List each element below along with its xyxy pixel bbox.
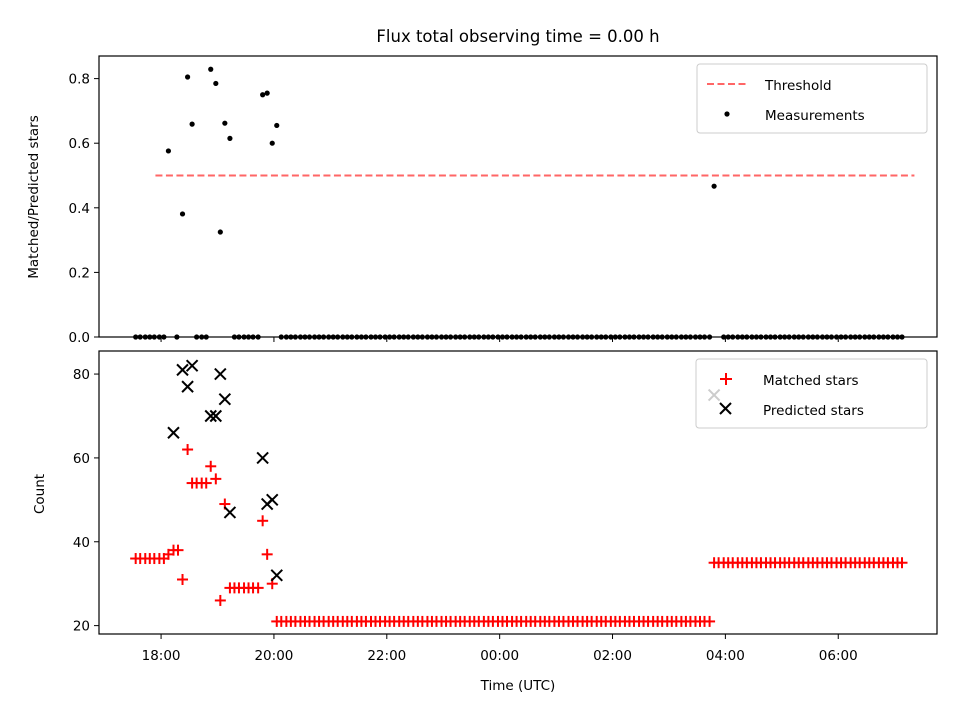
bottom-x-tick-label: 02:00: [593, 648, 632, 664]
predicted-star-point: [214, 367, 227, 381]
predicted-star-point: [218, 393, 232, 406]
bottom-plot-frame: [98, 350, 938, 635]
predicted-star-point: [256, 451, 269, 465]
matched-star-point: [182, 444, 194, 456]
matched-star-point: [252, 582, 264, 594]
top-legend-box: [696, 63, 928, 134]
matched-star-point: [210, 473, 222, 485]
bottom-legend[interactable]: Matched stars Predicted stars: [695, 358, 928, 429]
matched-star-point: [172, 544, 184, 556]
predicted-star-point: [204, 409, 217, 423]
predicted-star-point: [270, 569, 283, 582]
bottom-y-tick-label: 60: [73, 451, 90, 467]
measurement-point: [222, 120, 228, 126]
measurement-point: [260, 92, 266, 98]
predicted-star-point: [223, 506, 237, 519]
top-y-axis-label: Matched/Predicted stars: [26, 115, 42, 278]
matched-star-point: [261, 548, 273, 560]
measurement-point: [213, 80, 219, 87]
measurement-point: [217, 229, 223, 235]
top-y-tick-label: 0.4: [69, 201, 90, 217]
flux-ratio-panel: 0.00.20.40.60.8 Matched/Predicted stars …: [26, 55, 938, 346]
chart-title: Flux total observing time = 0.00 h: [376, 27, 659, 46]
predicted-stars-legend-swatch: [719, 402, 732, 415]
bottom-x-tick-label: 22:00: [367, 648, 406, 664]
measurement-point: [184, 74, 191, 80]
top-axes-layer: 0.0 0.2 0.4 0.6 0.8: [69, 55, 938, 346]
top-y-tick-label: 0.2: [69, 265, 90, 281]
matched-stars-legend-label: Matched stars: [763, 373, 859, 389]
measurement-point: [264, 90, 270, 96]
matched-star-point: [177, 573, 189, 585]
matched-star-point: [257, 515, 269, 527]
predicted-star-point: [167, 426, 180, 439]
top-y-tick-label: 0.8: [69, 72, 90, 88]
measurement-point: [208, 66, 214, 72]
bottom-x-tick-label: 20:00: [254, 648, 293, 664]
matched-star-point: [214, 594, 226, 606]
measurement-point: [165, 148, 172, 154]
bottom-y-axis-label: Count: [32, 474, 48, 514]
bottom-y-tick-label: 40: [73, 535, 90, 551]
bottom-y-tick-label: 80: [73, 367, 90, 383]
top-y-tick-label: 0.0: [69, 330, 90, 346]
top-legend[interactable]: Threshold Measurements: [696, 63, 928, 134]
predicted-star-point: [185, 359, 199, 372]
measurement-point: [269, 140, 275, 146]
matched-star-point: [704, 615, 716, 627]
bottom-legend-box: [695, 358, 928, 429]
bottom-axes-layer: 20 40 60 80 18:00 20:00 22:00 00:00 02:00 04:00 06…: [73, 350, 938, 664]
measurement-point: [189, 121, 195, 127]
measurements-legend-swatch: [724, 111, 730, 117]
measurement-point: [711, 183, 717, 189]
threshold-legend-label: Threshold: [764, 78, 832, 94]
predicted-star-point: [181, 380, 194, 393]
bottom-x-tick-label: 04:00: [706, 648, 745, 664]
bottom-x-tick-label: 00:00: [480, 648, 519, 664]
top-plot-frame: [98, 55, 938, 338]
bottom-y-tick-label: 20: [73, 619, 90, 635]
measurements-legend-label: Measurements: [765, 108, 865, 124]
star-count-panel: 20 40 60 80 18:00 20:00 22:00 00:00 02:00 04:00 06…: [32, 350, 938, 694]
predicted-star-point: [209, 409, 223, 423]
measurement-point: [227, 135, 233, 141]
matched-stars-legend-swatch: [720, 373, 732, 385]
measurement-point: [179, 211, 186, 217]
matched-star-point: [200, 477, 212, 489]
top-y-tick-label: 0.6: [69, 136, 90, 152]
matched-star-point: [896, 557, 908, 569]
x-axis-label: Time (UTC): [480, 678, 556, 694]
bottom-x-tick-label: 18:00: [142, 648, 181, 664]
measurement-point: [274, 122, 280, 129]
predicted-star-point: [176, 363, 189, 377]
bottom-x-tick-label: 06:00: [819, 648, 858, 664]
predicted-stars-legend-label: Predicted stars: [763, 403, 864, 419]
predicted-star-point: [266, 493, 279, 507]
matched-star-point: [205, 460, 217, 472]
